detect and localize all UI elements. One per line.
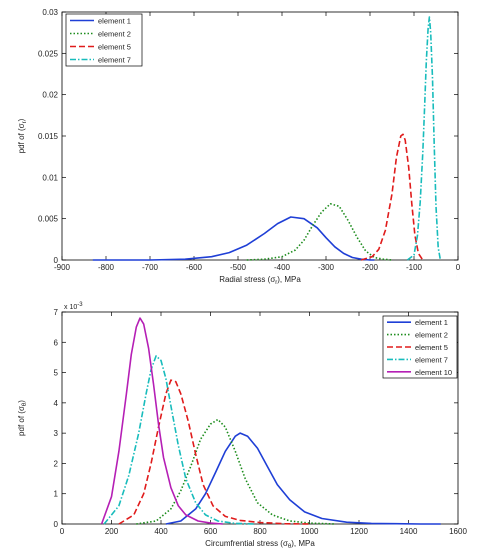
legend: element 1 element 2 element 5 element 7 elem…	[382, 315, 458, 379]
x-tick-label: 1000	[301, 527, 319, 536]
x-tick-label: 0	[60, 527, 65, 536]
series-line-element-1	[165, 432, 441, 525]
x-tick-label: -900	[54, 263, 71, 272]
x-tick-label: 0	[456, 263, 461, 272]
x-tick-label: 600	[204, 527, 218, 536]
y-tick-label: 2	[54, 459, 59, 468]
y-tick-label: 0	[54, 256, 59, 265]
legend-label: element 2	[415, 331, 448, 340]
x-axis-label: Circumfrential stress (σθ), MPa	[205, 539, 315, 550]
x-tick-label: -600	[186, 263, 203, 272]
legend-label: element 7	[98, 56, 131, 65]
y-tick-label: 4	[54, 399, 59, 408]
y-tick-label: 1	[54, 490, 59, 499]
y-axis-label: pdf of (σr)	[17, 118, 28, 153]
series-line-element-10	[100, 317, 223, 525]
y-tick-label: 0.015	[38, 132, 59, 141]
y-tick-label: 5	[54, 369, 59, 378]
x-tick-label: 200	[105, 527, 119, 536]
chart-circumferential-stress: 0 200 400 600 800 1000 1200 1400 1600 0 1 2 3 4 5 6 7 Cir…	[17, 302, 467, 550]
y-tick-label: 0.005	[38, 215, 59, 224]
x-axis-label: Radial stress (σr), MPa	[219, 275, 301, 286]
y-tick-label: 0.01	[42, 173, 58, 182]
x-tick-label: 400	[154, 527, 168, 536]
series-line-element-5	[360, 133, 424, 261]
legend-box	[65, 13, 143, 67]
x-tick-label: -700	[142, 263, 159, 272]
series-line-element-7	[406, 16, 442, 261]
x-tick-label: -200	[362, 263, 379, 272]
legend-label: element 10	[415, 368, 452, 377]
legend: element 1 element 2 element 5 element 7	[65, 13, 143, 67]
y-tick-label: 6	[54, 338, 59, 347]
x-tick-label: -800	[98, 263, 115, 272]
x-tick-label: 1200	[350, 527, 368, 536]
legend-box	[382, 315, 458, 379]
y-axis-label: pdf of (σθ)	[17, 400, 28, 436]
series-line-element-7	[103, 355, 256, 525]
x-tick-label: -300	[318, 263, 335, 272]
series-line-element-1	[92, 216, 375, 261]
legend-label: element 5	[415, 343, 448, 352]
y-tick-label: 0.02	[42, 91, 58, 100]
legend-label: element 1	[98, 17, 131, 26]
x-tick-label: -400	[274, 263, 291, 272]
legend-label: element 2	[98, 30, 131, 39]
x-tick-label: -500	[230, 263, 247, 272]
legend-label: element 5	[98, 43, 131, 52]
series-line-element-5	[118, 379, 310, 525]
legend-label: element 7	[415, 355, 448, 364]
y-tick-label: 7	[54, 308, 59, 317]
x-tick-label: 1400	[400, 527, 418, 536]
x-tick-label: -100	[406, 263, 423, 272]
x-tick-label: 1600	[449, 527, 467, 536]
y-tick-label: 0	[54, 520, 59, 529]
y-tick-label: 3	[54, 429, 59, 438]
y-tick-label: 0.03	[42, 8, 58, 17]
y-multiplier: x 10-3	[64, 302, 83, 311]
chart-radial-stress: -900 -800 -700 -600 -500 -400 -300 -200 -100 0 0 0.…	[17, 8, 461, 286]
y-tick-label: 0.025	[38, 49, 59, 58]
series-line-element-2	[246, 203, 393, 261]
x-tick-label: 800	[253, 527, 267, 536]
legend-label: element 1	[415, 318, 448, 327]
